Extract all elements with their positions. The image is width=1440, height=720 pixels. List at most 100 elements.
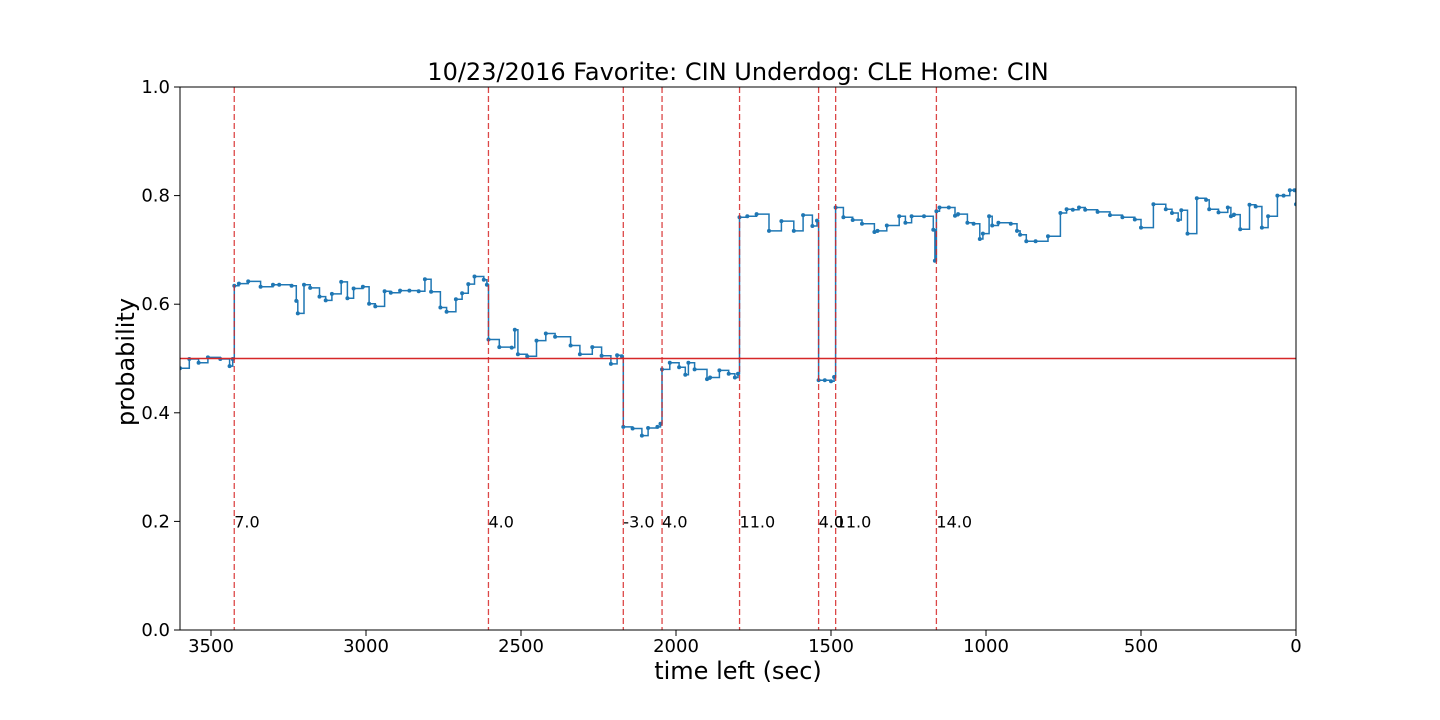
series-point	[801, 213, 806, 218]
series-point	[946, 205, 951, 210]
plot-frame	[179, 86, 1297, 631]
series-point	[934, 209, 939, 214]
series-point	[745, 214, 750, 219]
series-point	[345, 296, 350, 301]
chart-title: 10/23/2016 Favorite: CIN Underdog: CLE H…	[427, 58, 1048, 86]
series-point	[630, 426, 635, 431]
series-point	[1046, 234, 1050, 239]
series-point	[1083, 207, 1088, 212]
series-point	[875, 228, 880, 233]
x-tick-label: 3000	[343, 636, 389, 657]
series-line	[180, 189, 1296, 437]
series-point	[872, 230, 877, 234]
series-point	[717, 368, 722, 373]
series-point	[568, 343, 573, 348]
event-label: 11.0	[836, 512, 872, 531]
series-point	[615, 353, 620, 358]
y-tick-label: 1.0	[141, 77, 170, 98]
series-point	[444, 309, 449, 314]
series-point	[1163, 207, 1168, 212]
series-point	[1179, 208, 1184, 213]
event-label: 4.0	[819, 512, 844, 531]
series-point	[732, 375, 737, 380]
series-point	[289, 283, 294, 288]
series-point	[460, 291, 465, 296]
series-point	[736, 371, 740, 376]
series-point	[590, 345, 595, 350]
series-point	[884, 223, 889, 228]
series-point	[903, 220, 908, 225]
series-point	[1132, 217, 1137, 222]
series-point	[373, 304, 378, 309]
series-point	[509, 345, 514, 350]
series-point	[534, 338, 539, 343]
series-point	[302, 282, 306, 287]
series-point	[621, 424, 626, 429]
series-point	[726, 371, 731, 376]
series-point	[1058, 211, 1063, 215]
series-point	[294, 298, 299, 303]
series-point	[850, 218, 855, 222]
series-point	[367, 301, 372, 306]
series-point	[646, 426, 651, 430]
series-point	[196, 360, 201, 365]
series-point	[258, 284, 263, 289]
series-point	[407, 288, 412, 293]
series-point	[295, 311, 300, 316]
series-point	[990, 223, 995, 228]
series-point	[525, 354, 530, 359]
series-point	[339, 279, 344, 284]
series-point	[677, 365, 682, 370]
series-point	[236, 281, 241, 286]
series-point	[497, 345, 502, 350]
series-point	[599, 353, 604, 358]
series-point	[1204, 197, 1209, 202]
series-point	[608, 361, 613, 366]
series-point	[1225, 205, 1230, 210]
series-point	[791, 228, 796, 233]
series-point	[705, 377, 709, 382]
series-point	[822, 378, 827, 383]
series-point	[1266, 214, 1271, 219]
series-point	[308, 285, 313, 290]
series-point	[329, 291, 334, 296]
series-point	[971, 221, 976, 226]
series-point	[667, 360, 672, 365]
series-point	[829, 379, 833, 384]
series-point	[416, 289, 421, 294]
series-point	[1185, 231, 1190, 236]
series-point	[754, 212, 759, 217]
series-point	[227, 364, 232, 369]
plot-area: 7.0 4.0 -3.0 4.0 11.0 4.011.0 14.0	[180, 87, 1296, 630]
series-point	[1070, 207, 1075, 212]
series-point	[317, 294, 322, 299]
series-point	[1170, 211, 1174, 215]
series-point	[323, 298, 328, 303]
series-point	[810, 224, 815, 228]
series-point	[1238, 227, 1243, 232]
event-label: 11.0	[740, 512, 776, 531]
series-point	[543, 331, 548, 336]
x-tick-label: 1500	[808, 636, 854, 657]
series-point	[1232, 212, 1236, 217]
series-point	[841, 215, 846, 220]
series-point	[577, 352, 582, 357]
series-point	[1292, 188, 1296, 193]
series-point	[860, 221, 864, 226]
y-tick-label: 0.8	[141, 186, 170, 207]
series-point	[980, 231, 985, 236]
series-point	[481, 277, 486, 282]
series-point	[553, 334, 558, 339]
series-point	[422, 277, 427, 282]
series-point	[277, 282, 282, 287]
series-point	[351, 286, 356, 291]
series-point	[1259, 225, 1264, 230]
series-point	[937, 205, 942, 210]
series-point	[453, 297, 458, 302]
series-point	[815, 218, 819, 223]
series-point	[996, 220, 1001, 225]
event-label: 4.0	[488, 512, 513, 531]
series-point	[1108, 213, 1112, 218]
series-point	[655, 424, 660, 429]
series-point	[1287, 188, 1292, 193]
